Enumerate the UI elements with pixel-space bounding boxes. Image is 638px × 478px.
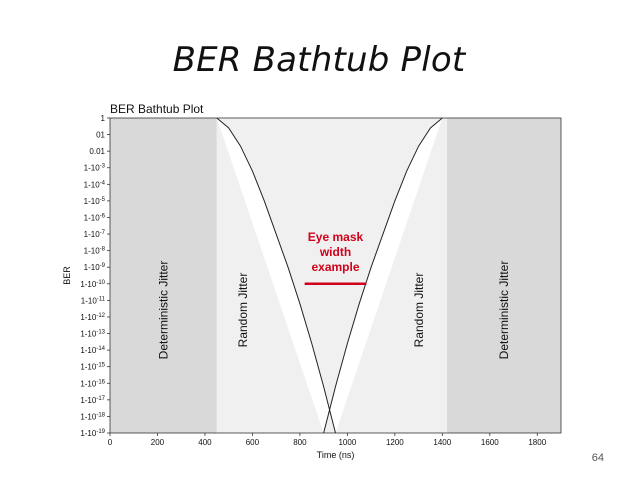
y-tick-label-14: 1-10-14 [80, 346, 105, 355]
region-label-3: Deterministic Jitter [497, 261, 511, 360]
y-tick-label-12: 1-10-12 [80, 313, 105, 322]
x-tick-label-3: 600 [246, 438, 260, 447]
y-tick-label-5: 1-10-5 [84, 197, 106, 206]
x-tick-label-6: 1200 [386, 438, 404, 447]
y-tick-label-18: 1-10-18 [80, 412, 105, 421]
x-tick-label-4: 800 [293, 438, 307, 447]
y-tick-label-2: 0.01 [89, 147, 105, 156]
x-tick-label-7: 1400 [433, 438, 451, 447]
y-tick-label-10: 1-10-10 [80, 280, 105, 289]
annotation-line-1: width [319, 245, 351, 259]
region-label-2: Random Jitter [412, 273, 426, 348]
x-tick-label-9: 1800 [528, 438, 546, 447]
chart-title: BER Bathtub Plot [110, 102, 204, 116]
eye-opening [216, 118, 443, 433]
y-axis-label: BER [62, 266, 72, 285]
y-tick-label-8: 1-10-8 [84, 247, 106, 256]
y-tick-label-19: 1-10-19 [80, 429, 105, 438]
x-tick-label-8: 1600 [481, 438, 499, 447]
y-tick-label-11: 1-10-11 [81, 296, 106, 305]
y-tick-label-3: 1-10-3 [84, 164, 106, 173]
region-label-0: Deterministic Jitter [156, 261, 170, 360]
region-band-0 [110, 118, 217, 433]
bathtub-curve-0 [216, 117, 336, 434]
y-tick-label-1: 01 [96, 131, 105, 140]
region-band-2 [335, 118, 448, 433]
x-tick-label-5: 1000 [338, 438, 356, 447]
x-axis-label: Time (ns) [317, 450, 355, 460]
page-number: 64 [591, 452, 604, 464]
x-tick-label-1: 200 [151, 438, 165, 447]
annotation-line-2: example [311, 260, 359, 274]
y-tick-label-17: 1-10-17 [80, 396, 105, 405]
x-tick-label-2: 400 [198, 438, 212, 447]
y-tick-label-15: 1-10-15 [80, 363, 105, 372]
y-tick-label-13: 1-10-13 [80, 330, 105, 339]
y-tick-label-6: 1-10-6 [84, 213, 106, 222]
y-tick-label-9: 1-10-9 [84, 263, 106, 272]
y-tick-label-16: 1-10-16 [80, 379, 105, 388]
y-tick-label-4: 1-10-4 [84, 180, 106, 189]
y-tick-label-7: 1-10-7 [84, 230, 106, 239]
region-band-3 [447, 118, 561, 433]
y-tick-label-0: 1 [101, 114, 106, 123]
region-label-1: Random Jitter [236, 273, 250, 348]
annotation-line-0: Eye mask [308, 230, 364, 244]
slide-title: BER Bathtub Plot [172, 40, 466, 80]
bathtub-curve-1 [323, 117, 443, 434]
x-tick-label-0: 0 [108, 438, 113, 447]
